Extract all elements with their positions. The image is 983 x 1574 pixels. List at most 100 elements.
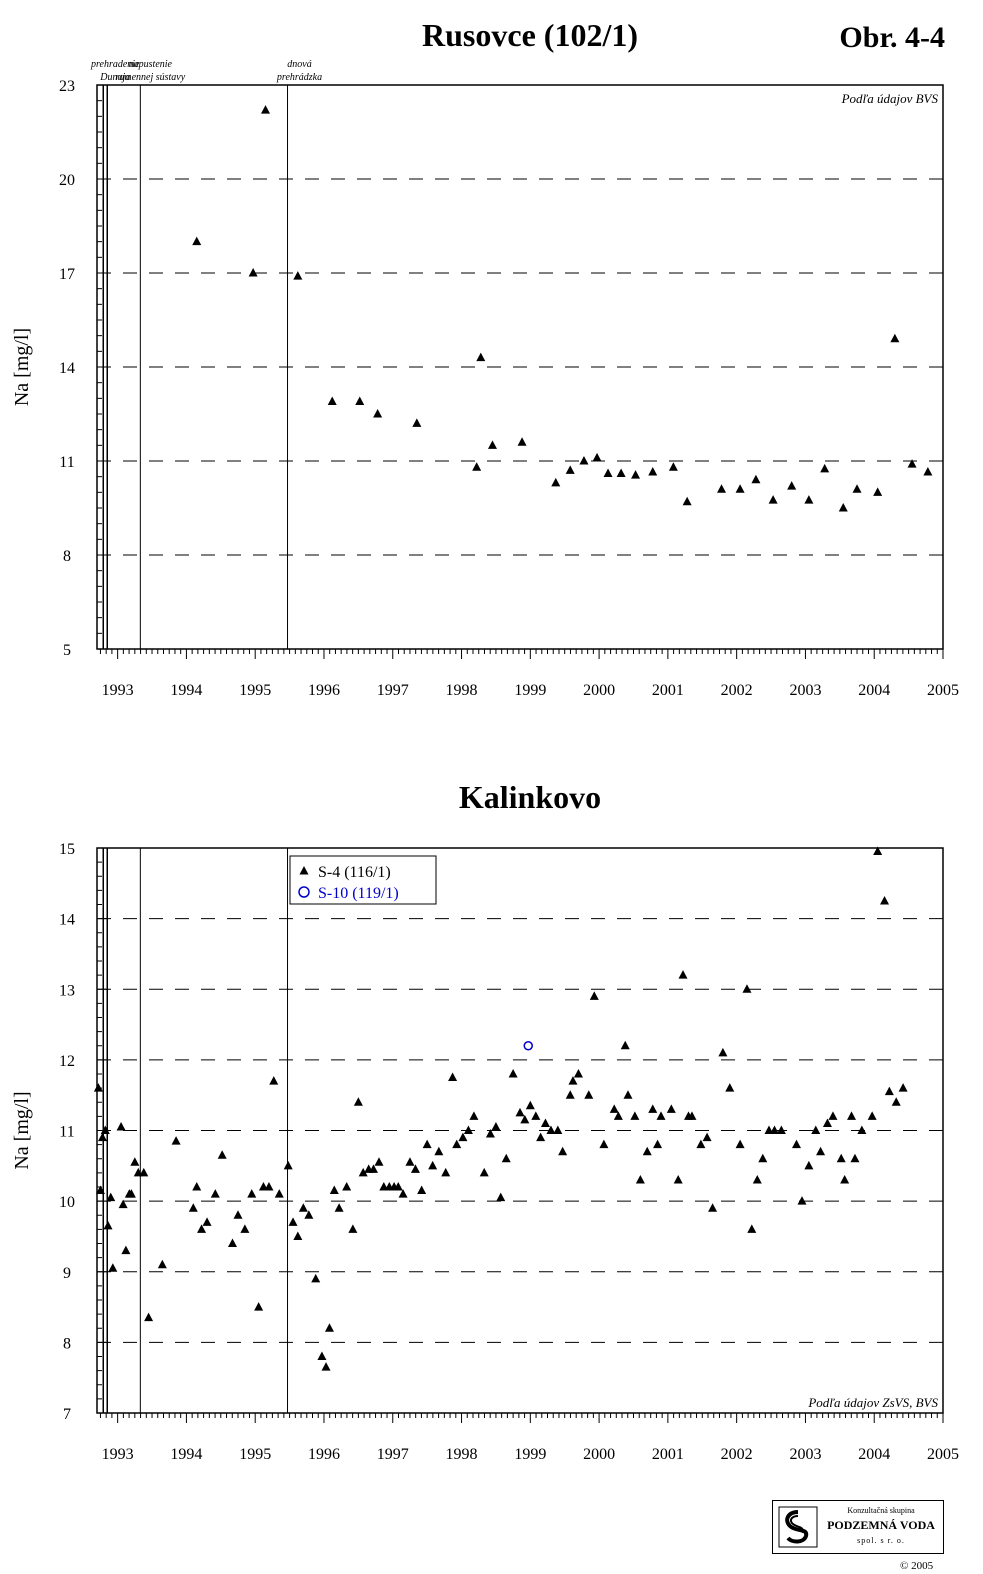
legend-box [289, 855, 437, 905]
x-tick-label: 2000 [583, 682, 615, 699]
data-point [653, 1139, 663, 1149]
x-tick-label: 2003 [789, 682, 821, 699]
data-point [751, 474, 761, 484]
data-point [373, 409, 383, 418]
x-tick-label: 2003 [789, 1446, 821, 1463]
data-point [210, 1189, 220, 1198]
x-tick-label: 1997 [377, 682, 409, 699]
data-point [768, 495, 778, 504]
data-point [623, 1090, 633, 1099]
chart-rusovce: Rusovce (102/1) prehradenie Dunaja napusten… [11, 17, 959, 699]
data-point [324, 1323, 334, 1332]
y-tick-label: 8 [63, 1335, 71, 1352]
y-tick-label: 12 [59, 1053, 75, 1070]
data-point [393, 1182, 403, 1191]
data-point [417, 1185, 427, 1195]
data-point [752, 1174, 762, 1184]
data-point [452, 1139, 462, 1149]
event-label-line1: dnová [287, 59, 311, 70]
y-axis-label: Na [mg/l] [11, 328, 33, 406]
data-point [579, 456, 589, 465]
x-tick-label: 1993 [102, 1446, 134, 1463]
legend-label-s-10-119-1: S-10 (119/1) [318, 885, 399, 902]
data-point [708, 1203, 718, 1212]
data-point [565, 465, 575, 474]
data-point [758, 1153, 768, 1163]
data-point [884, 1086, 894, 1096]
data-point [551, 477, 561, 487]
data-point [106, 1192, 116, 1202]
data-point [422, 1139, 432, 1149]
chart-title: Kalinkovo [459, 779, 601, 815]
company-logo: Konzultačná skupina PODZEMNÁ VODA spol. … [772, 1500, 944, 1554]
data-point [197, 1224, 207, 1233]
logo-line-3: spol. s r. o. [857, 1536, 905, 1545]
data-point [822, 1118, 832, 1127]
data-point [540, 1118, 550, 1127]
x-tick-label: 1997 [377, 1446, 409, 1463]
data-point [668, 462, 678, 471]
data-point [116, 1121, 126, 1131]
data-point [93, 1083, 103, 1092]
data-point [573, 1069, 583, 1078]
data-point [269, 1076, 279, 1085]
data-point [121, 1245, 131, 1255]
figure-label: Obr. 4-4 [839, 21, 945, 54]
data-point [890, 333, 900, 343]
data-point [873, 487, 883, 496]
data-point [254, 1302, 264, 1311]
x-tick-label: 2002 [721, 682, 753, 699]
data-point [508, 1069, 518, 1078]
data-point [410, 1164, 420, 1173]
data-point [100, 1125, 110, 1134]
data-point [458, 1132, 468, 1142]
data-point [217, 1150, 227, 1159]
data-point [747, 1224, 757, 1233]
data-point [696, 1139, 706, 1149]
data-point [374, 1157, 384, 1166]
data-point [98, 1132, 108, 1142]
data-point [487, 440, 497, 449]
data-point [192, 1182, 202, 1191]
data-point [725, 1083, 735, 1092]
x-tick-label: 1994 [170, 1446, 202, 1463]
x-tick-label: 2004 [858, 1446, 890, 1463]
data-point [613, 1111, 623, 1120]
x-tick-label: 2002 [721, 1446, 753, 1463]
data-point [274, 1189, 284, 1198]
y-tick-label: 11 [59, 454, 74, 471]
data-point [546, 1125, 556, 1134]
data-point [907, 459, 917, 468]
data-point [558, 1146, 568, 1156]
y-axis-label: Na [mg/l] [11, 1091, 33, 1169]
data-point [469, 1111, 479, 1120]
data-point [139, 1167, 149, 1177]
data-point [631, 470, 641, 479]
data-point [880, 895, 890, 905]
data-point [517, 437, 527, 446]
data-point [718, 1047, 728, 1057]
x-tick-label: 1998 [446, 1446, 478, 1463]
data-point [327, 396, 337, 405]
data-point [898, 1083, 908, 1092]
data-point [329, 1185, 339, 1195]
data-point [787, 481, 797, 490]
data-point [923, 466, 933, 476]
data-point [553, 1125, 563, 1134]
data-point [838, 503, 848, 512]
data-point [283, 1160, 293, 1170]
data-point [523, 1041, 534, 1051]
data-point [334, 1203, 344, 1212]
y-tick-label: 13 [59, 982, 75, 999]
data-point [485, 1129, 495, 1138]
data-point [791, 1139, 801, 1149]
source-note: Podľa údajov ZsVS, BVS [807, 1395, 938, 1410]
data-point [95, 1185, 105, 1195]
y-tick-label: 20 [59, 172, 75, 189]
data-point [687, 1111, 697, 1120]
x-tick-label: 1996 [308, 682, 340, 699]
data-point [852, 484, 862, 493]
data-point [589, 991, 599, 1000]
data-point [804, 1160, 814, 1170]
y-tick-label: 23 [59, 78, 75, 95]
